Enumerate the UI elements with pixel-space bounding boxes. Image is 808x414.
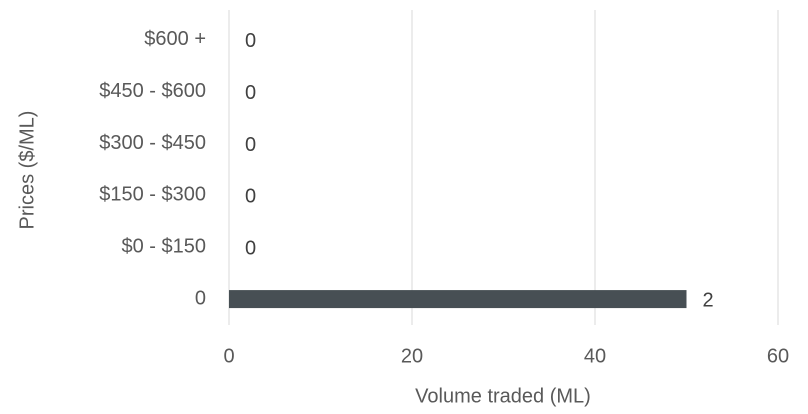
bar [229,290,687,309]
x-tick-label: 60 [767,345,789,367]
y-tick-label: $0 - $150 [121,236,206,258]
y-axis-label: Prices ($/ML) [16,111,38,230]
y-tick-label: 0 [195,287,206,309]
data-label: 0 [245,238,256,260]
data-label: 0 [245,82,256,104]
x-tick-label: 20 [401,345,423,367]
y-tick-label: $600 + [144,28,206,50]
x-tick-label: 0 [223,345,234,367]
y-tick-label: $450 - $600 [99,80,206,102]
data-label: 0 [245,186,256,208]
x-axis-label: Volume traded (ML) [415,385,591,407]
y-tick-label: $150 - $300 [99,184,206,206]
x-tick-label: 40 [584,345,606,367]
y-tick-label: $300 - $450 [99,132,206,154]
data-label: 2 [703,289,714,311]
data-label: 0 [245,134,256,156]
data-label: 0 [245,30,256,52]
